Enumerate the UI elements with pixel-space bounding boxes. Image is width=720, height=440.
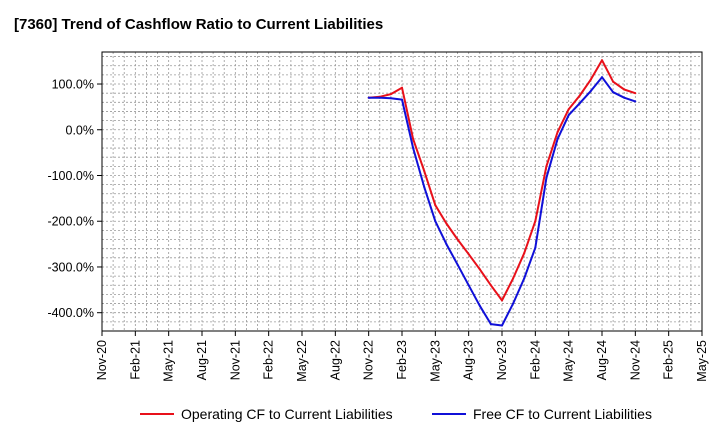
x-tick-label: Aug-24: [595, 340, 609, 380]
data-point: [434, 204, 437, 207]
y-tick-label: -400.0%: [47, 306, 94, 320]
data-point: [445, 222, 448, 225]
data-point: [534, 220, 537, 223]
x-axis: Nov-20 Feb-21 May-21 Aug-21 Nov-21 Feb-22 May-…: [95, 331, 709, 382]
legend: Operating CF to Current Liabilities Free …: [140, 406, 652, 422]
x-tick-label: Feb-22: [262, 340, 276, 380]
data-point: [434, 220, 437, 223]
x-tick-label: Aug-23: [462, 340, 476, 380]
x-tick-label: Nov-24: [628, 340, 642, 380]
x-tick-label: Nov-20: [95, 340, 109, 380]
data-point: [612, 80, 615, 83]
data-point: [634, 100, 637, 103]
data-point: [478, 304, 481, 307]
data-point: [623, 88, 626, 91]
data-point: [589, 89, 592, 92]
y-tick-label: -200.0%: [47, 215, 94, 229]
data-point: [523, 277, 526, 280]
data-point: [478, 268, 481, 271]
y-tick-label: -300.0%: [47, 260, 94, 274]
data-point: [423, 185, 426, 188]
y-tick-label: -100.0%: [47, 169, 94, 183]
x-tick-label: Aug-21: [195, 340, 209, 380]
x-tick-label: Nov-22: [362, 340, 376, 380]
data-point: [456, 263, 459, 266]
data-point: [501, 324, 503, 327]
data-point: [445, 243, 448, 246]
legend-label: Free CF to Current Liabilities: [473, 406, 652, 422]
x-tick-label: Feb-25: [662, 340, 676, 380]
series-group: [367, 59, 637, 327]
data-point: [489, 284, 492, 287]
x-tick-label: May-24: [562, 340, 576, 382]
x-tick-label: Nov-21: [228, 340, 242, 380]
x-tick-label: Feb-23: [395, 340, 409, 380]
y-tick-label: 0.0%: [66, 123, 95, 137]
chart-title: [7360] Trend of Cashflow Ratio to Curren…: [14, 16, 384, 33]
data-point: [601, 76, 603, 79]
data-point: [578, 94, 581, 97]
x-tick-label: Nov-23: [495, 340, 509, 380]
data-point: [412, 147, 415, 149]
data-point: [401, 98, 403, 101]
data-point: [612, 91, 615, 94]
data-point: [545, 165, 548, 168]
data-point: [556, 137, 559, 140]
x-tick-label: May-22: [295, 340, 309, 382]
data-point: [567, 114, 570, 117]
data-point: [556, 131, 559, 133]
x-tick-label: May-23: [428, 340, 442, 382]
data-point: [367, 96, 370, 99]
data-point: [534, 246, 537, 249]
data-point: [512, 302, 515, 305]
x-tick-label: Feb-24: [528, 340, 542, 380]
data-point: [512, 277, 515, 280]
data-point: [467, 253, 470, 256]
data-point: [389, 93, 392, 96]
data-point: [523, 252, 526, 255]
data-point: [489, 323, 492, 326]
data-point: [601, 59, 603, 62]
data-point: [423, 169, 426, 172]
data-point: [456, 238, 459, 241]
grid: [102, 52, 702, 332]
data-point: [467, 284, 470, 287]
data-point: [412, 137, 415, 140]
data-point: [589, 78, 592, 81]
data-point: [578, 102, 581, 105]
y-tick-label: 100.0%: [52, 78, 94, 92]
x-tick-label: May-21: [162, 340, 176, 382]
x-tick-label: Aug-22: [328, 340, 342, 380]
data-point: [545, 176, 548, 179]
data-point: [401, 86, 403, 89]
data-point: [623, 96, 626, 99]
data-point: [567, 108, 570, 111]
data-point: [501, 299, 503, 302]
x-tick-label: Feb-21: [128, 340, 142, 380]
y-axis: 100.0% 0.0% -100.0% -200.0% -300.0% -400.0%: [47, 78, 102, 320]
legend-label: Operating CF to Current Liabilities: [181, 406, 393, 422]
x-tick-label: May-25: [695, 340, 709, 382]
data-point: [378, 96, 381, 99]
data-point: [634, 92, 637, 95]
data-point: [389, 97, 392, 100]
